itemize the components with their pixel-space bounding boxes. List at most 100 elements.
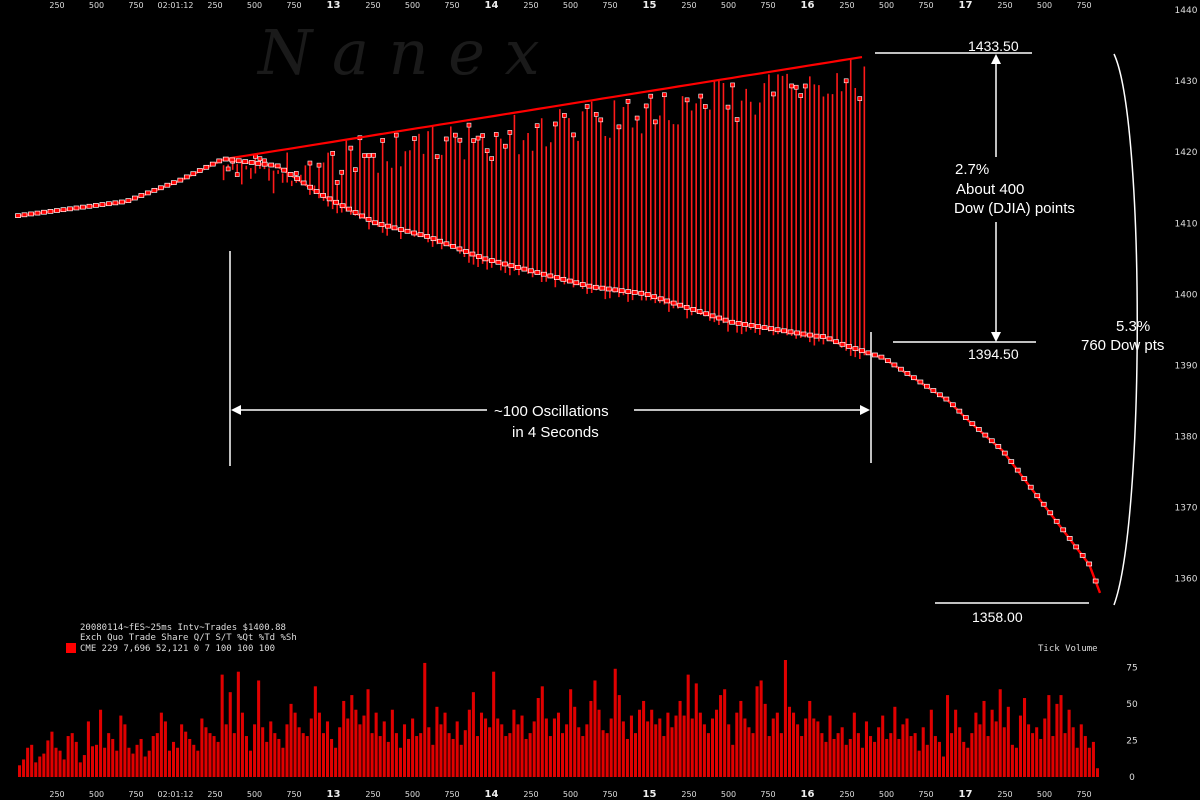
low-annotation: 1358.00 [935, 602, 1089, 625]
volume-bar [1051, 736, 1055, 777]
volume-bar [966, 747, 970, 777]
volume-bar [629, 715, 633, 777]
trade-marker [648, 93, 654, 99]
volume-bar [277, 738, 281, 777]
volume-bar [402, 724, 407, 777]
trade-marker [28, 211, 34, 217]
trade-marker [857, 96, 863, 101]
volume-bar [642, 700, 646, 777]
volume-bar [743, 718, 747, 777]
trade-marker [625, 289, 632, 294]
trade-marker [274, 163, 281, 169]
volume-bar [386, 741, 390, 777]
trade-marker [391, 225, 398, 231]
volume-bar [698, 712, 702, 777]
volume-bar [800, 736, 804, 777]
trade-marker [372, 220, 378, 226]
trade-marker [21, 212, 28, 218]
x-tick-label: 250 [207, 1, 222, 10]
volume-bar [103, 747, 107, 777]
trade-marker [183, 174, 190, 180]
range-large-bracket [1113, 53, 1138, 606]
volume-bar [783, 660, 787, 777]
x-tick-label: 250 [49, 790, 64, 799]
trade-marker [560, 276, 567, 282]
volume-bar [236, 671, 240, 777]
trade-marker [1034, 493, 1041, 499]
x-tick-label: 750 [128, 790, 143, 799]
volume-bar [431, 744, 435, 777]
trade-marker [456, 246, 463, 252]
x-tick-label: 250 [839, 790, 854, 799]
volume-y-axis: 0 25 50 75 [1126, 663, 1138, 783]
trade-marker [592, 284, 599, 290]
volume-bar [751, 733, 755, 777]
mid-price-label: 1394.50 [968, 346, 1019, 362]
volume-bar [864, 721, 869, 777]
oscillation-line2: in 4 Seconds [512, 424, 599, 441]
watermark: N a n e x [256, 16, 540, 89]
volume-bar [787, 706, 792, 777]
trade-marker [716, 315, 722, 321]
volume-bar [1095, 768, 1099, 777]
volume-bar [512, 709, 516, 777]
trade-marker [813, 333, 820, 339]
x-tick-label: 750 [286, 790, 301, 799]
trade-marker [380, 138, 385, 143]
trade-marker [988, 438, 995, 444]
volume-bar [330, 738, 334, 777]
trade-marker [463, 249, 469, 254]
volume-bar [374, 712, 378, 777]
trade-marker [164, 182, 171, 188]
trade-marker [489, 156, 494, 161]
trade-marker [484, 148, 490, 153]
volume-bar [54, 747, 58, 777]
trade-marker [593, 112, 599, 117]
volume-bar [662, 736, 666, 777]
volume-bars [18, 660, 1099, 777]
volume-bar [873, 741, 877, 777]
trade-marker [1053, 518, 1060, 524]
trade-marker [293, 171, 299, 176]
trade-marker [618, 288, 625, 294]
volume-bar [471, 692, 475, 777]
trade-marker [541, 271, 547, 277]
high-annotation: 1433.50 [875, 38, 1032, 54]
trade-marker [242, 159, 249, 164]
dow-large-label: 760 Dow pts [1081, 337, 1164, 354]
volume-bar [1079, 724, 1083, 777]
volume-bar [674, 715, 678, 777]
volume-bar [994, 721, 998, 777]
x-tick-label: 750 [444, 1, 459, 10]
trade-marker [729, 319, 735, 325]
volume-bar [731, 744, 735, 777]
x-tick-label: 500 [879, 790, 894, 799]
volume-bar [346, 718, 350, 777]
volume-bar [115, 750, 119, 777]
trade-marker [450, 244, 456, 249]
x-tick-label: 02:01:12 [158, 790, 194, 799]
x-tick-label: 02:01:12 [158, 1, 194, 10]
x-tick-label: 13 [327, 0, 341, 11]
volume-bar [962, 741, 966, 777]
volume-bar [176, 747, 180, 777]
volume-bar [281, 747, 285, 777]
volume-bar [978, 724, 982, 777]
trade-marker [725, 104, 731, 110]
info-line3: CME 229 7,696 52,121 0 7 100 100 100 [80, 644, 275, 654]
trade-marker [471, 138, 476, 143]
volume-bar [682, 715, 686, 777]
trade-marker [255, 160, 262, 166]
volume-bar [958, 727, 962, 777]
trade-marker [34, 210, 41, 216]
trade-marker [872, 352, 878, 358]
volume-bar [228, 692, 232, 777]
volume-bar [34, 762, 38, 777]
trade-marker [911, 375, 917, 381]
trade-marker [644, 292, 651, 297]
trade-marker [534, 123, 540, 128]
volume-bar [261, 727, 265, 777]
volume-bar [38, 756, 42, 777]
trade-marker [229, 157, 236, 163]
trade-marker [839, 341, 846, 347]
